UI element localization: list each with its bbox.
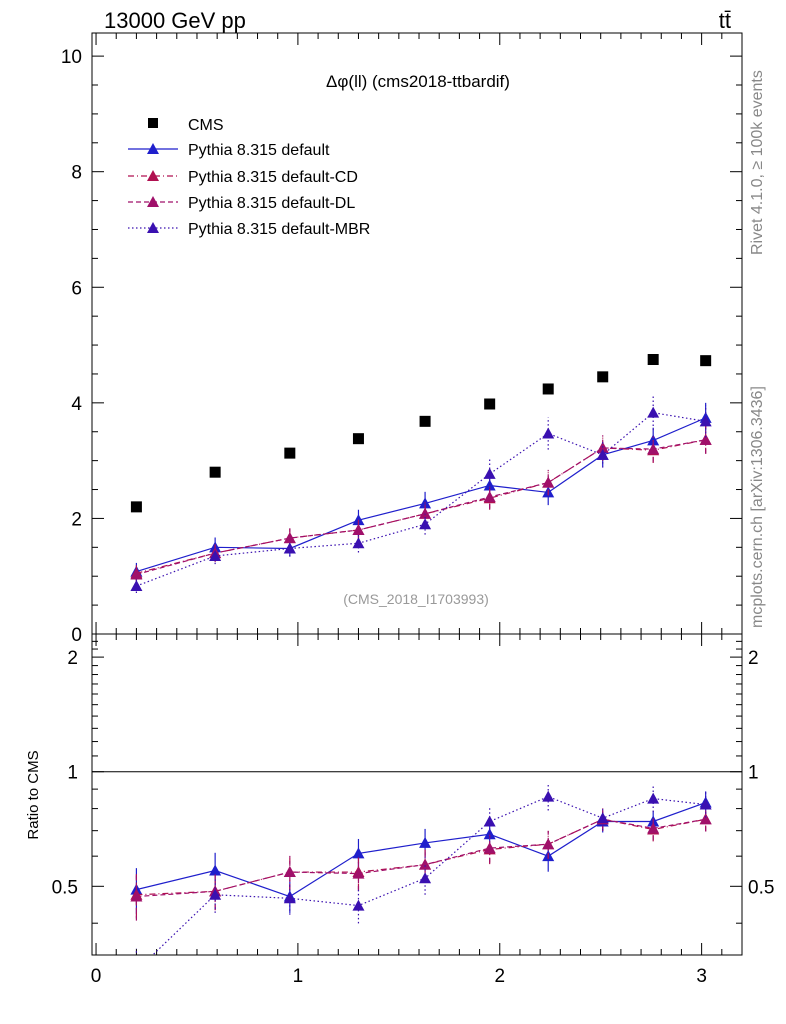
ratio-series-group [130, 783, 712, 976]
ratio-point-3 [596, 812, 609, 824]
series-point-2 [542, 476, 555, 488]
series-line-3 [136, 412, 706, 587]
y-tick-label: 2 [71, 509, 82, 530]
series-point-3 [647, 406, 660, 418]
series-point-3 [283, 542, 296, 554]
cms-data-point [647, 354, 659, 366]
series-point-2 [419, 507, 432, 519]
ratio-tick-label: 0.5 [52, 877, 78, 898]
y-tick-label: 6 [71, 278, 82, 299]
cms-data-point [284, 447, 296, 459]
legend-label-default-mbr: Pythia 8.315 default-MBR [188, 221, 370, 238]
cms-data-point [597, 371, 609, 383]
ratio-point-2 [699, 813, 712, 825]
series-point-3 [419, 518, 432, 530]
legend-label-default-cd: Pythia 8.315 default-CD [188, 169, 358, 186]
ratio-point-0 [352, 847, 365, 859]
series-point-3 [352, 537, 365, 549]
x-tick-label: 3 [696, 966, 707, 987]
legend-label-cms: CMS [188, 117, 224, 134]
ratio-tick-label-right: 0.5 [748, 877, 774, 898]
ratio-point-2 [647, 822, 660, 834]
ratio-line-1 [136, 818, 706, 896]
series-point-3 [596, 448, 609, 460]
series-line-0 [136, 417, 706, 573]
series-point-0 [483, 479, 496, 491]
ratio-tick-label: 2 [67, 648, 78, 669]
series-point-3 [483, 467, 496, 479]
ratio-point-3 [483, 815, 496, 827]
series-point-2 [647, 443, 660, 455]
ratio-point-2 [483, 842, 496, 854]
ratio-point-2 [352, 867, 365, 879]
ratio-point-3 [647, 792, 660, 804]
ratio-ylabel: Ratio to CMS [25, 750, 42, 839]
series-point-0 [647, 434, 660, 446]
y-tick-label: 0 [71, 625, 82, 646]
y-tick-label: 4 [71, 394, 82, 415]
main-series-group [130, 354, 712, 593]
ratio-point-3 [283, 892, 296, 904]
cms-data-point [352, 433, 364, 445]
cms-data-point [209, 466, 221, 478]
ratio-plot-frame [91, 633, 743, 956]
series-point-2 [352, 523, 365, 535]
series-line-2 [136, 439, 706, 576]
ratio-tick-label-right: 1 [748, 763, 759, 784]
series-point-3 [209, 549, 222, 561]
cms-data-point [419, 415, 431, 427]
analysis-watermark: (CMS_2018_I1703993) [343, 591, 489, 607]
plot-title: Δφ(ll) (cms2018-ttbardif) [326, 72, 510, 91]
cms-data-point [700, 355, 712, 367]
cms-data-point [130, 501, 142, 513]
ratio-tick-label-right: 2 [748, 648, 759, 669]
ratio-point-3 [419, 872, 432, 884]
ratio-point-2 [130, 890, 143, 902]
cms-data-point [542, 383, 554, 395]
series-point-3 [542, 427, 555, 439]
legend-marker-cms [148, 118, 158, 128]
legend-marker-default-cd [147, 170, 159, 181]
rivet-version-label: Rivet 4.1.0, ≥ 100k events [749, 70, 766, 255]
x-tick-label: 0 [91, 966, 102, 987]
series-point-2 [283, 532, 296, 544]
series-point-3 [699, 415, 712, 427]
series-point-2 [699, 433, 712, 445]
x-tick-label: 2 [494, 966, 505, 987]
ratio-point-3 [542, 790, 555, 802]
legend-label-default: Pythia 8.315 default [188, 142, 330, 159]
ratio-line-3 [151, 795, 706, 955]
mcplots-url-label: mcplots.cern.ch [arXiv:1306.3436] [749, 386, 766, 628]
legend-marker-default [147, 143, 159, 154]
header-energy-label: 13000 GeV pp [104, 8, 246, 33]
cms-data-point [484, 398, 496, 410]
ratio-point-3 [352, 899, 365, 911]
ratio-point-3 [130, 965, 142, 976]
ratio-line-2 [136, 818, 706, 898]
legend-marker-default-mbr [147, 222, 159, 233]
legend: CMS Pythia 8.315 default Pythia 8.315 de… [128, 117, 370, 238]
legend-marker-default-dl [147, 196, 159, 207]
ratio-point-2 [542, 838, 555, 850]
ratio-point-2 [283, 866, 296, 878]
y-tick-label: 10 [61, 47, 82, 68]
legend-label-default-dl: Pythia 8.315 default-DL [188, 195, 355, 212]
series-point-2 [483, 491, 496, 503]
ratio-line-0 [136, 801, 706, 898]
x-tick-label: 1 [293, 966, 304, 987]
ratio-point-2 [419, 858, 432, 870]
series-point-2 [130, 568, 143, 580]
ratio-point-0 [419, 836, 432, 848]
header-process-label: tt̄ [719, 8, 731, 33]
ratio-point-3 [209, 888, 222, 900]
ratio-tick-label: 1 [67, 763, 78, 784]
y-tick-label: 8 [71, 163, 82, 184]
series-point-3 [130, 580, 143, 592]
ratio-point-0 [209, 864, 222, 876]
ratio-point-3 [699, 798, 712, 810]
